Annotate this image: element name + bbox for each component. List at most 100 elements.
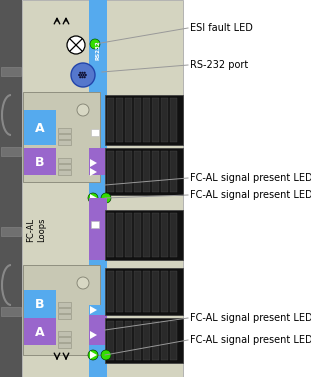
Polygon shape [90,331,97,339]
Bar [58,308,71,313]
Circle shape [84,76,86,78]
Text: A: A [35,121,45,135]
Bar [152,151,159,192]
Bar [161,98,168,142]
Bar [170,271,177,312]
Bar [143,151,150,192]
Bar [161,271,168,312]
Bar [152,98,159,142]
Bar [89,0,107,377]
Bar [107,321,114,360]
Text: FC-AL signal present LED: FC-AL signal present LED [190,173,311,183]
Bar [125,321,132,360]
Polygon shape [90,351,97,359]
Bar [161,321,168,360]
Bar [23,92,100,182]
Bar [107,271,114,312]
Bar [116,151,123,192]
Bar [105,95,183,145]
Bar [24,290,56,318]
Circle shape [82,74,85,76]
Bar [116,213,123,257]
Circle shape [81,72,84,74]
Text: RS-232 port: RS-232 port [190,60,248,70]
Bar [1,147,21,156]
Bar [58,164,71,169]
Bar [125,271,132,312]
Polygon shape [90,159,97,167]
Bar [134,151,141,192]
Bar [1,307,21,316]
Bar [134,321,141,360]
Bar [22,0,183,377]
Bar [143,98,150,142]
Circle shape [77,277,89,289]
Bar [116,98,123,142]
Circle shape [90,39,100,49]
Bar [107,151,114,192]
Bar [1,67,21,76]
Bar [161,151,168,192]
Bar [58,337,71,342]
Circle shape [80,74,82,76]
Text: A: A [35,325,45,339]
Bar [1,227,21,236]
Text: ESI fault LED: ESI fault LED [190,23,253,33]
Bar [58,314,71,319]
Bar [91,221,99,228]
Bar [116,271,123,312]
Circle shape [101,193,111,203]
Bar [89,315,107,345]
Polygon shape [90,194,97,202]
Bar [58,134,71,139]
Bar [58,343,71,348]
Bar [0,0,22,377]
Bar [89,148,107,175]
Bar [143,213,150,257]
Bar [105,148,183,195]
Bar [24,110,56,145]
Bar [170,98,177,142]
Circle shape [88,193,98,203]
Bar [116,321,123,360]
Bar [58,140,71,145]
Bar [161,213,168,257]
Bar [58,331,71,336]
Text: B: B [35,155,45,169]
Bar [152,321,159,360]
Circle shape [101,350,111,360]
Bar [105,318,183,363]
Bar [170,151,177,192]
Bar [107,213,114,257]
Polygon shape [90,306,97,314]
Bar [105,210,183,260]
Bar [170,321,177,360]
Text: RS232: RS232 [95,40,100,60]
Bar [125,213,132,257]
Bar [134,271,141,312]
Bar [125,151,132,192]
Circle shape [84,72,86,74]
Bar [24,148,56,175]
Bar [170,213,177,257]
Bar [91,129,99,136]
Text: B: B [35,297,45,311]
Bar [23,265,100,355]
Bar [107,98,114,142]
Bar [89,198,107,260]
Circle shape [79,72,81,74]
Bar [143,271,150,312]
Bar [58,302,71,307]
Polygon shape [90,168,97,176]
Bar [134,213,141,257]
Text: FC-AL signal present LED: FC-AL signal present LED [190,190,311,200]
Circle shape [85,74,87,76]
Bar [105,268,183,315]
Bar [152,213,159,257]
Text: FC-AL
Loops: FC-AL Loops [26,218,46,242]
Circle shape [71,63,95,87]
Bar [58,158,71,163]
Bar [143,321,150,360]
Circle shape [67,36,85,54]
Circle shape [81,76,84,78]
